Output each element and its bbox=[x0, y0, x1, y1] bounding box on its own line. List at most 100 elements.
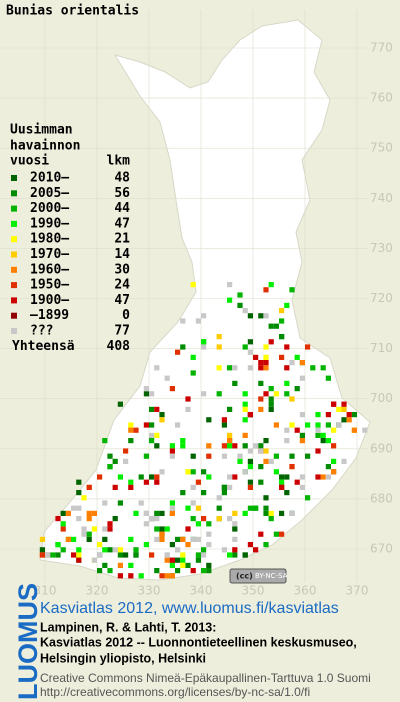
legend-count: 24 bbox=[114, 278, 130, 293]
occurrence-square bbox=[97, 542, 103, 548]
license: http://creativecommons.org/licenses/by-n… bbox=[40, 685, 310, 699]
occurrence-square bbox=[143, 391, 149, 397]
occurrence-square bbox=[258, 464, 264, 470]
occurrence-square bbox=[232, 380, 238, 386]
occurrence-square bbox=[195, 552, 201, 558]
occurrence-square bbox=[133, 427, 139, 433]
occurrence-square bbox=[123, 458, 129, 464]
y-label: 690 bbox=[370, 441, 393, 455]
occurrence-square bbox=[263, 344, 269, 350]
occurrence-square bbox=[76, 552, 82, 558]
occurrence-square bbox=[315, 412, 321, 418]
occurrence-square bbox=[76, 557, 82, 563]
occurrence-square bbox=[263, 365, 269, 371]
occurrence-square bbox=[138, 573, 144, 579]
occurrence-square bbox=[247, 412, 253, 418]
occurrence-square bbox=[195, 557, 201, 563]
occurrence-square bbox=[273, 391, 279, 397]
occurrence-square bbox=[185, 542, 191, 548]
occurrence-square bbox=[206, 531, 212, 537]
occurrence-square bbox=[107, 521, 113, 527]
legend-label: 1970– bbox=[30, 247, 69, 262]
occurrence-square bbox=[221, 490, 227, 496]
occurrence-square bbox=[185, 396, 191, 402]
y-label: 700 bbox=[370, 391, 393, 405]
occurrence-square bbox=[190, 469, 196, 475]
occurrence-square bbox=[206, 453, 212, 459]
legend-label: ??? bbox=[30, 324, 53, 339]
occurrence-square bbox=[169, 557, 175, 563]
occurrence-square bbox=[60, 526, 66, 532]
occurrence-square bbox=[279, 510, 285, 516]
occurrence-square bbox=[284, 490, 290, 496]
occurrence-square bbox=[242, 510, 248, 516]
occurrence-square bbox=[76, 490, 82, 496]
occurrence-square bbox=[331, 427, 337, 433]
occurrence-square bbox=[273, 323, 279, 329]
occurrence-square bbox=[190, 453, 196, 459]
x-label: 370 bbox=[346, 584, 369, 598]
occurrence-square bbox=[71, 552, 77, 558]
occurrence-square bbox=[221, 547, 227, 553]
occurrence-square bbox=[227, 406, 233, 412]
occurrence-square bbox=[216, 505, 222, 511]
occurrence-square bbox=[91, 510, 97, 516]
occurrence-square bbox=[159, 510, 165, 516]
occurrence-square bbox=[247, 458, 253, 464]
legend-count: 48 bbox=[114, 171, 130, 186]
occurrence-square bbox=[190, 370, 196, 376]
occurrence-square bbox=[227, 297, 233, 303]
occurrence-square bbox=[284, 380, 290, 386]
occurrence-square bbox=[180, 562, 186, 568]
occurrence-square bbox=[258, 443, 264, 449]
occurrence-square bbox=[154, 365, 160, 371]
occurrence-square bbox=[279, 318, 285, 324]
occurrence-square bbox=[107, 526, 113, 532]
link[interactable]: Kasviatlas 2012, www.luomus.fi/kasviatla… bbox=[40, 600, 339, 617]
occurrence-square bbox=[154, 443, 160, 449]
legend-count: 77 bbox=[114, 324, 130, 339]
occurrence-square bbox=[258, 531, 264, 537]
occurrence-square bbox=[247, 313, 253, 319]
occurrence-square bbox=[299, 375, 305, 381]
occurrence-square bbox=[169, 510, 175, 516]
occurrence-square bbox=[128, 562, 134, 568]
occurrence-square bbox=[273, 453, 279, 459]
occurrence-square bbox=[55, 552, 61, 558]
occurrence-square bbox=[305, 495, 311, 501]
occurrence-square bbox=[289, 464, 295, 470]
occurrence-square bbox=[149, 422, 155, 428]
occurrence-square bbox=[284, 302, 290, 308]
occurrence-square bbox=[227, 474, 233, 480]
occurrence-square bbox=[190, 516, 196, 522]
occurrence-square bbox=[169, 386, 175, 392]
license-badge bbox=[229, 568, 287, 584]
occurrence-square bbox=[273, 469, 279, 475]
occurrence-square bbox=[117, 547, 123, 553]
occurrence-square bbox=[268, 516, 274, 522]
occurrence-square bbox=[169, 505, 175, 511]
occurrence-square bbox=[154, 432, 160, 438]
occurrence-square bbox=[268, 510, 274, 516]
occurrence-square bbox=[284, 438, 290, 444]
occurrence-square bbox=[195, 536, 201, 542]
occurrence-square bbox=[117, 562, 123, 568]
occurrence-square bbox=[169, 448, 175, 454]
occurrence-square bbox=[76, 516, 82, 522]
occurrence-square bbox=[305, 344, 311, 350]
occurrence-square bbox=[201, 490, 207, 496]
legend-column: vuosi bbox=[10, 154, 49, 169]
occurrence-square bbox=[206, 542, 212, 548]
occurrence-square bbox=[273, 422, 279, 428]
occurrence-square bbox=[169, 542, 175, 548]
occurrence-square bbox=[86, 536, 92, 542]
occurrence-square bbox=[123, 552, 129, 558]
occurrence-square bbox=[154, 536, 160, 542]
occurrence-square bbox=[154, 526, 160, 532]
occurrence-square bbox=[201, 547, 207, 553]
occurrence-square bbox=[242, 401, 248, 407]
occurrence-square bbox=[263, 354, 269, 360]
occurrence-square bbox=[216, 334, 222, 340]
occurrence-square bbox=[263, 505, 269, 511]
occurrence-square bbox=[201, 516, 207, 522]
